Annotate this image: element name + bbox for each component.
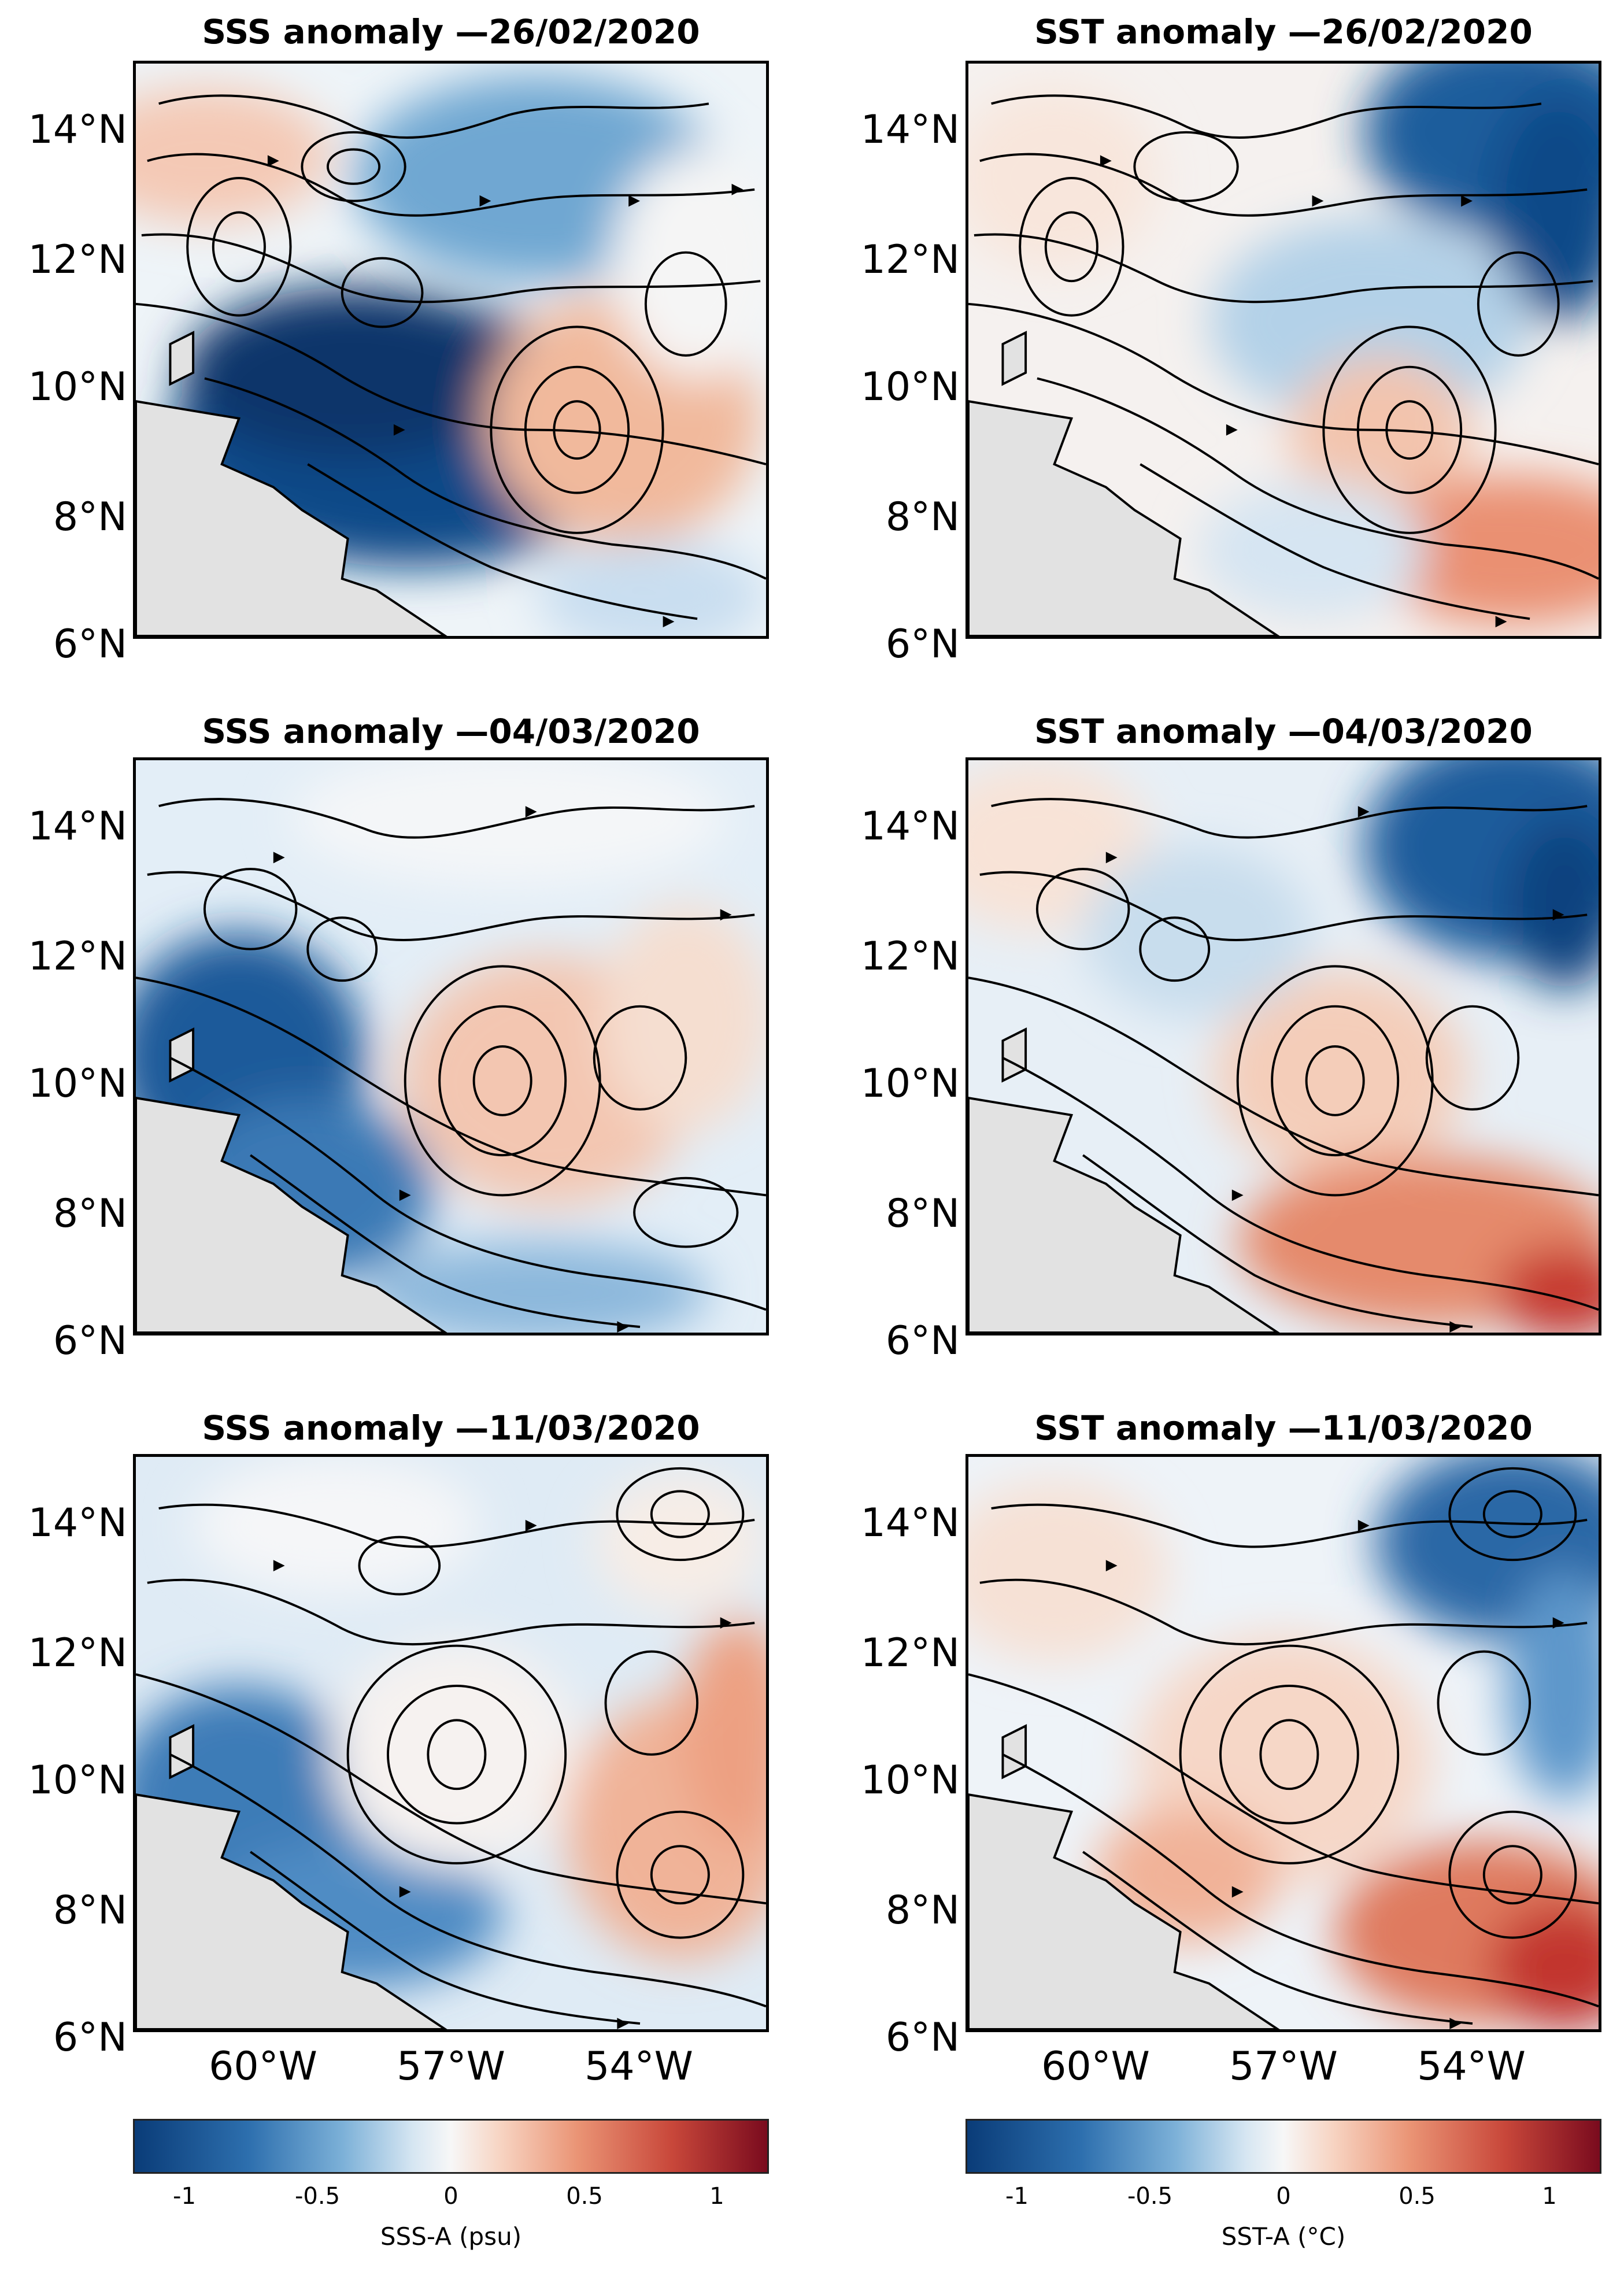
lat-label: 6°N: [885, 1318, 960, 1364]
anomaly-patch: [1363, 475, 1599, 625]
lat-label: 6°N: [885, 2015, 960, 2060]
lat-label: 10°N: [28, 1758, 127, 1803]
lat-label: 6°N: [53, 621, 127, 667]
panel-title: SST anomaly —11/03/2020: [1034, 1408, 1533, 1448]
lon-label: 60°W: [1041, 2044, 1150, 2089]
sst-colorbar: [965, 2119, 1601, 2174]
colorbar-tick: -1: [1005, 2183, 1029, 2210]
lat-label: 8°N: [885, 494, 960, 540]
anomaly-patch: [611, 149, 766, 379]
land-mass: [136, 1793, 447, 2029]
lat-label: 10°N: [28, 364, 127, 410]
colorbar-tick: 0: [1276, 2183, 1291, 2210]
anomaly-patch: [1197, 481, 1427, 619]
anomaly-patch: [1507, 817, 1599, 989]
panel-title: SSS anomaly —26/02/2020: [202, 12, 700, 51]
land-mass: [136, 1097, 447, 1333]
anomaly-patch: [193, 1457, 480, 1594]
lat-label: 6°N: [885, 621, 960, 667]
anomaly-patch: [182, 287, 526, 459]
sst-map-11-03: [965, 1454, 1601, 2032]
lat-label: 6°N: [53, 1318, 127, 1364]
lat-label: 12°N: [28, 1630, 127, 1676]
anomaly-patch: [136, 86, 331, 224]
anomaly-patch: [600, 903, 766, 1133]
lat-label: 14°N: [28, 1500, 127, 1546]
anomaly-patch: [365, 1241, 709, 1333]
panel-title: SST anomaly —04/03/2020: [1034, 712, 1533, 751]
anomaly-patch: [594, 1474, 766, 1612]
land-mass: [968, 1793, 1280, 2029]
land-mass: [968, 400, 1280, 636]
lon-label: 57°W: [397, 2044, 505, 2089]
anomaly-patch: [1289, 355, 1473, 516]
lat-label: 12°N: [28, 237, 127, 283]
land-mass: [968, 1097, 1280, 1333]
lat-label: 8°N: [885, 1888, 960, 1933]
lat-label: 12°N: [860, 934, 960, 979]
lat-label: 12°N: [28, 934, 127, 979]
lon-label: 54°W: [585, 2044, 693, 2089]
lat-label: 6°N: [53, 2015, 127, 2060]
anomaly-patch: [680, 1617, 766, 1847]
anomaly-patch: [1495, 1246, 1599, 1333]
sss-colorbar: [133, 2119, 769, 2174]
lat-label: 10°N: [28, 1061, 127, 1107]
lat-label: 14°N: [28, 804, 127, 849]
lat-label: 14°N: [28, 107, 127, 153]
lat-label: 10°N: [860, 1061, 960, 1107]
anomaly-patch: [1083, 846, 1312, 1018]
anomaly-patch: [968, 1479, 1169, 1663]
lat-label: 8°N: [53, 1191, 127, 1237]
lat-label: 8°N: [53, 1888, 127, 1933]
sst-map-04-03: [965, 757, 1601, 1335]
lat-label: 10°N: [860, 1758, 960, 1803]
colorbar-tick: -0.5: [294, 2183, 341, 2210]
lat-label: 10°N: [860, 364, 960, 410]
sst-map-26-02: [965, 61, 1601, 639]
colorbar-tick: 0.5: [566, 2183, 603, 2210]
colorbar-tick: -0.5: [1127, 2183, 1173, 2210]
sss-map-11-03: [133, 1454, 769, 2032]
colorbar-tick: 1: [709, 2183, 724, 2210]
lat-label: 8°N: [53, 494, 127, 540]
colorbar-tick: 0.5: [1399, 2183, 1436, 2210]
lat-label: 14°N: [860, 107, 960, 153]
lat-label: 8°N: [885, 1191, 960, 1237]
colorbar-label: SSS-A (psu): [380, 2222, 522, 2251]
lon-label: 57°W: [1229, 2044, 1338, 2089]
land-mass: [136, 400, 447, 636]
lon-label: 54°W: [1417, 2044, 1526, 2089]
lon-label: 60°W: [209, 2044, 317, 2089]
sss-map-26-02: [133, 61, 769, 639]
anomaly-patch: [1209, 218, 1530, 424]
lat-label: 12°N: [860, 1630, 960, 1676]
island: [169, 331, 195, 386]
island: [1001, 331, 1027, 386]
lat-label: 14°N: [860, 804, 960, 849]
panel-title: SSS anomaly —04/03/2020: [202, 712, 700, 751]
anomaly-patch: [1489, 92, 1599, 321]
panel-title: SST anomaly —26/02/2020: [1034, 12, 1533, 51]
colorbar-tick: -1: [173, 2183, 196, 2210]
sss-map-04-03: [133, 757, 769, 1335]
anomaly-patch: [330, 1640, 583, 1869]
lat-label: 12°N: [860, 237, 960, 283]
colorbar-label: SST-A (°C): [1221, 2222, 1346, 2251]
anomaly-patch: [1507, 1571, 1599, 1800]
lat-label: 14°N: [860, 1500, 960, 1546]
anomaly-patch: [537, 538, 766, 636]
panel-title: SSS anomaly —11/03/2020: [202, 1408, 700, 1448]
colorbar-tick: 0: [443, 2183, 458, 2210]
colorbar-tick: 1: [1542, 2183, 1557, 2210]
